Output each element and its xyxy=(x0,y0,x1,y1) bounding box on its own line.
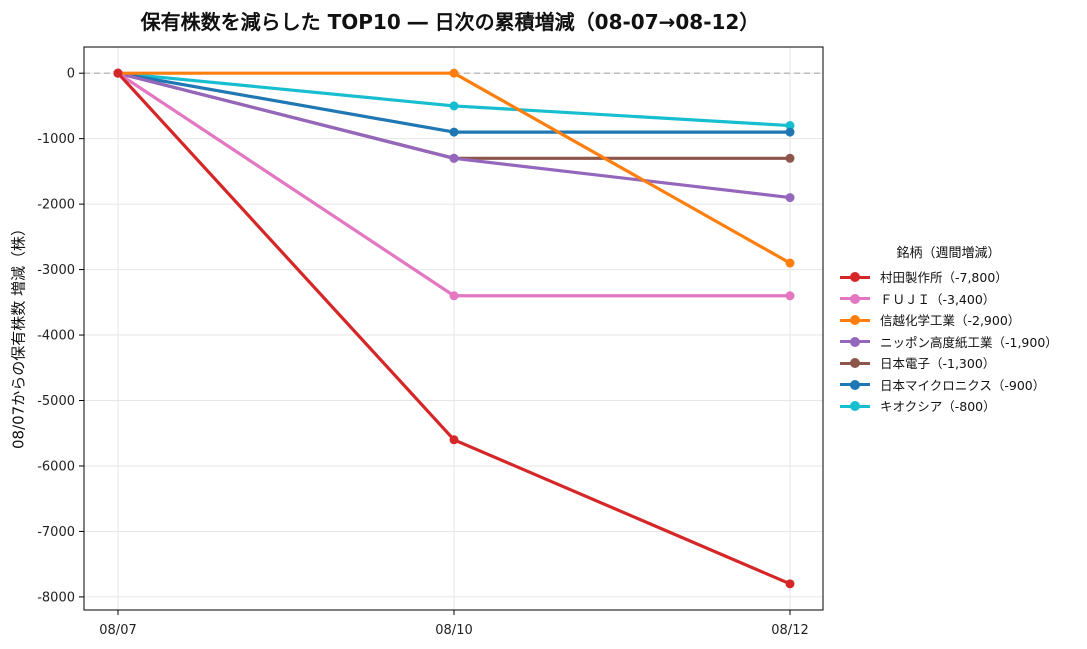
legend-label: キオクシア（-800） xyxy=(880,399,996,415)
y-tick-label: 0 xyxy=(67,67,75,82)
legend-item: キオクシア（-800） xyxy=(836,395,1081,417)
y-tick-label: -1000 xyxy=(37,132,75,147)
legend-label: 信越化学工業（-2,900） xyxy=(880,313,1021,329)
data-point xyxy=(449,127,459,137)
x-tick-label: 08/12 xyxy=(771,623,808,638)
data-point xyxy=(785,193,795,203)
legend-item: 日本マイクロニクス（-900） xyxy=(836,374,1081,396)
legend-swatch xyxy=(836,292,874,304)
legend-label: ニッポン高度紙工業（-1,900） xyxy=(880,334,1058,350)
legend-label: 日本マイクロニクス（-900） xyxy=(880,377,1046,393)
data-point xyxy=(113,68,123,78)
x-tick-label: 08/07 xyxy=(99,623,136,638)
legend-swatch xyxy=(836,400,874,412)
grid-layer xyxy=(84,47,823,610)
y-tick-label: -6000 xyxy=(37,459,75,474)
legend: 銘柄（週間増減） 村田製作所（-7,800） ＦＵＪＩ（-3,400） 信越化学工業… xyxy=(836,242,1081,417)
legend-swatch xyxy=(836,271,874,283)
y-tick-layer: 0 -1000 -2000 -3000 -4000 -5000 -6000 -7000 -800… xyxy=(37,67,84,605)
y-tick-label: -2000 xyxy=(37,198,75,213)
data-point xyxy=(449,291,459,301)
legend-swatch xyxy=(836,357,874,369)
series-group xyxy=(113,68,795,589)
legend-label: ＦＵＪＩ（-3,400） xyxy=(880,291,996,307)
x-tick-label: 08/10 xyxy=(435,623,472,638)
series-layer xyxy=(113,68,795,589)
legend-label: 日本電子（-1,300） xyxy=(880,356,996,372)
data-point xyxy=(785,121,795,131)
legend-swatch xyxy=(836,314,874,326)
y-tick-label: -5000 xyxy=(37,394,75,409)
y-tick-label: -3000 xyxy=(37,263,75,278)
data-point xyxy=(449,68,459,78)
chart-title: 保有株数を減らした TOP10 ― 日次の累積増減（08-07→08-12） xyxy=(140,10,760,34)
legend-item: ニッポン高度紙工業（-1,900） xyxy=(836,331,1081,353)
legend-title: 銘柄（週間増減） xyxy=(896,246,1001,261)
data-point xyxy=(785,579,795,589)
legend-item: 日本電子（-1,300） xyxy=(836,352,1081,374)
data-point xyxy=(449,153,459,163)
data-point xyxy=(785,127,795,137)
data-point xyxy=(785,291,795,301)
legend-label: 村田製作所（-7,800） xyxy=(880,270,1008,286)
data-point xyxy=(449,435,459,445)
y-tick-label: -7000 xyxy=(37,525,75,540)
legend-swatch xyxy=(836,378,874,390)
x-tick-layer: 08/07 08/10 08/12 xyxy=(99,610,809,638)
y-tick-label: -4000 xyxy=(37,329,75,344)
data-point xyxy=(449,101,459,111)
legend-item: 信越化学工業（-2,900） xyxy=(836,309,1081,331)
data-point xyxy=(785,258,795,268)
legend-item: ＦＵＪＩ（-3,400） xyxy=(836,288,1081,310)
legend-swatch xyxy=(836,335,874,347)
y-tick-label: -8000 xyxy=(37,590,75,605)
legend-item: 村田製作所（-7,800） xyxy=(836,266,1081,288)
data-point xyxy=(785,153,795,163)
